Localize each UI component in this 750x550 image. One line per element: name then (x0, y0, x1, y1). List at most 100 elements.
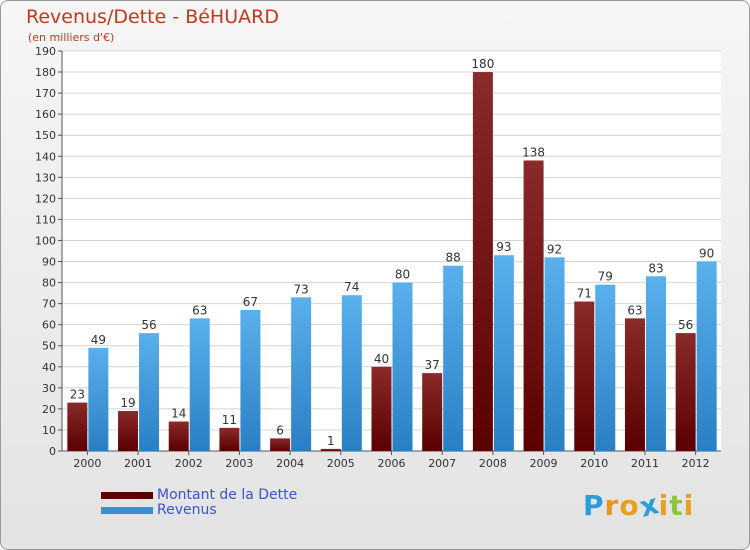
bar-dette (118, 411, 139, 451)
bar-revenus (595, 284, 616, 451)
bar-revenus (88, 347, 109, 451)
bar-revenus (392, 282, 413, 451)
y-tick-label: 90 (42, 256, 56, 269)
bar-dette (523, 160, 544, 451)
bar-revenus (696, 261, 717, 451)
bar-revenus (139, 333, 160, 451)
bar-dette (574, 301, 595, 451)
data-label: 63 (627, 303, 642, 317)
data-label: 92 (547, 242, 562, 256)
logo-letter: r (604, 489, 620, 522)
data-label: 23 (70, 388, 85, 402)
x-tick-label: 2002 (175, 457, 203, 470)
y-tick-label: 100 (35, 234, 56, 247)
data-label: 40 (374, 352, 389, 366)
data-label: 1 (327, 434, 335, 448)
y-tick-label: 140 (35, 150, 56, 163)
data-label: 90 (699, 247, 714, 261)
x-tick-label: 2012 (682, 457, 710, 470)
x-tick-label: 2007 (428, 457, 456, 470)
data-label: 83 (648, 261, 663, 275)
logo-letter: i (658, 489, 670, 522)
data-label: 37 (425, 358, 440, 372)
y-tick-label: 20 (42, 403, 56, 416)
bar-dette (67, 402, 88, 451)
data-label: 79 (598, 270, 613, 284)
y-tick-label: 40 (42, 361, 56, 374)
chart-title: Revenus/Dette - BéHUARD (26, 6, 279, 28)
legend-item-revenus: Revenus (101, 502, 217, 518)
data-label: 71 (577, 287, 592, 301)
y-tick-label: 50 (42, 340, 56, 353)
x-tick-label: 2010 (580, 457, 608, 470)
bar-dette (270, 438, 291, 451)
data-label: 63 (192, 303, 207, 317)
x-tick-label: 2001 (124, 457, 152, 470)
data-label: 67 (243, 295, 258, 309)
y-tick-label: 110 (35, 213, 56, 226)
x-tick-label: 2011 (631, 457, 659, 470)
legend-swatch-revenus (101, 506, 153, 514)
data-label: 138 (522, 145, 545, 159)
bar-revenus (291, 297, 312, 451)
logo-letter: o (619, 489, 640, 522)
data-label: 180 (471, 57, 494, 71)
bar-revenus (544, 257, 565, 451)
data-label: 80 (395, 268, 410, 282)
data-label: 93 (496, 240, 511, 254)
logo-letter: P (583, 489, 605, 522)
legend-item-dette: Montant de la Dette (101, 487, 297, 503)
data-label: 11 (222, 413, 237, 427)
legend-label-revenus: Revenus (157, 502, 217, 518)
data-label: 74 (344, 280, 359, 294)
bar-revenus (240, 309, 261, 451)
bar-dette (320, 448, 341, 451)
y-tick-label: 0 (49, 445, 56, 458)
x-tick-label: 2004 (276, 457, 304, 470)
bar-dette (422, 373, 443, 451)
bar-dette (472, 72, 493, 451)
bar-revenus (189, 318, 210, 451)
y-tick-label: 70 (42, 298, 56, 311)
bar-revenus (443, 265, 464, 451)
y-tick-label: 160 (35, 108, 56, 121)
bar-dette (371, 366, 392, 451)
x-tick-label: 2008 (479, 457, 507, 470)
y-tick-label: 120 (35, 192, 56, 205)
bar-dette (624, 318, 645, 451)
bar-revenus (341, 295, 362, 451)
bar-dette (168, 421, 189, 451)
data-label: 14 (171, 407, 186, 421)
y-tick-label: 170 (35, 87, 56, 100)
y-tick-label: 190 (35, 45, 56, 58)
chart-subtitle: (en milliers d'€) (28, 31, 115, 44)
x-tick-label: 2003 (225, 457, 253, 470)
y-tick-label: 60 (42, 319, 56, 332)
bar-revenus (645, 276, 666, 451)
logo-letter: t (669, 489, 684, 522)
x-tick-label: 2006 (378, 457, 406, 470)
bar-dette (219, 427, 240, 451)
data-label: 56 (141, 318, 156, 332)
x-tick-label: 2005 (327, 457, 355, 470)
y-tick-label: 130 (35, 171, 56, 184)
y-tick-label: 150 (35, 129, 56, 142)
legend-swatch-dette (101, 491, 153, 499)
logo-letter: i (683, 489, 695, 522)
data-label: 88 (446, 251, 461, 265)
data-label: 73 (293, 282, 308, 296)
data-label: 6 (276, 423, 284, 437)
proxiti-logo: Proxiti (583, 487, 695, 524)
y-tick-label: 80 (42, 277, 56, 290)
data-label: 56 (678, 318, 693, 332)
data-label: 49 (91, 333, 106, 347)
data-label: 19 (120, 396, 135, 410)
y-tick-label: 180 (35, 66, 56, 79)
x-tick-label: 2000 (73, 457, 101, 470)
x-tick-label: 2009 (530, 457, 558, 470)
legend-label-dette: Montant de la Dette (157, 487, 298, 503)
y-tick-label: 10 (42, 424, 56, 437)
y-tick-label: 30 (42, 382, 56, 395)
